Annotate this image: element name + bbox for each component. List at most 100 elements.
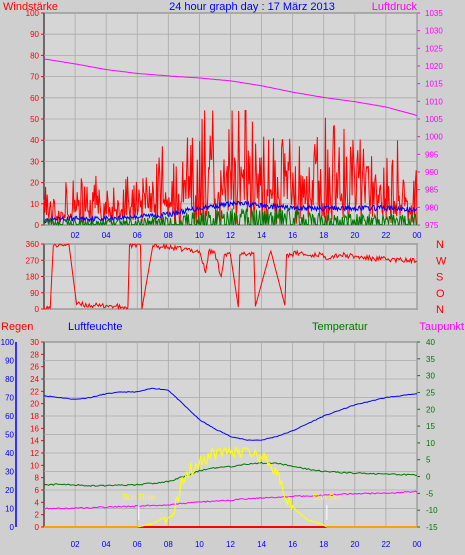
temperature-right-tick-label: 30	[426, 372, 435, 381]
direction-left-tick-label: 360	[26, 240, 40, 249]
wind-direction-series-line	[43, 242, 418, 311]
dewpoint-series-line	[43, 490, 418, 510]
taupunkt-label: Taupunkt	[419, 321, 464, 333]
regen-left-tick-label: 26	[30, 363, 39, 372]
regen-left-tick-label: 28	[30, 350, 39, 359]
pressure-right-tick-label: 1020	[425, 62, 443, 71]
pressure-right-tick-label: 1030	[425, 27, 443, 36]
wind-left-tick-label: 20	[30, 179, 39, 188]
regen-left-tick-label: 0	[35, 523, 40, 532]
humidity-temperature-chart: 0102030405060708090100024681012141618202…	[1, 338, 438, 549]
wind-x-tick-label: 20	[350, 231, 359, 240]
wind-left-tick-label: 10	[30, 200, 39, 209]
wind-x-tick-label: 16	[288, 231, 297, 240]
temperature-right-tick-label: -10	[426, 506, 438, 515]
regen-left-tick-label: 10	[30, 461, 39, 470]
humidity-left-tick-label: 100	[1, 338, 15, 347]
wind-left-tick-label: 30	[30, 157, 39, 166]
wind-speed-series-line	[43, 208, 417, 227]
sun-set-annotation: Sun Set	[313, 493, 342, 502]
temperature-right-tick-label: -5	[426, 489, 434, 498]
wind-x-tick-label: 12	[226, 231, 235, 240]
direction-left-tick-label: 270	[26, 256, 40, 265]
humidity-x-tick-label: 16	[288, 540, 297, 549]
wind-x-tick-label: 14	[257, 231, 266, 240]
pressure-right-tick-label: 1010	[425, 97, 443, 106]
direction-compass-label: N	[436, 304, 444, 316]
humidity-x-tick-label: 18	[319, 540, 328, 549]
temperature-right-tick-label: 15	[426, 422, 435, 431]
wind-avg-series-line	[43, 200, 418, 225]
wind-x-tick-label: 02	[71, 231, 80, 240]
regen-label: Regen	[1, 321, 33, 333]
wind-x-tick-label: 04	[102, 231, 111, 240]
regen-left-tick-label: 14	[30, 437, 39, 446]
direction-left-tick-label: 180	[26, 273, 40, 282]
direction-compass-label: N	[436, 239, 444, 251]
wind-x-tick-label: 10	[195, 231, 204, 240]
regen-left-tick-label: 4	[35, 498, 40, 507]
pressure-right-tick-label: 1015	[425, 80, 443, 89]
pressure-right-tick-label: 985	[425, 186, 439, 195]
regen-left-tick-label: 22	[30, 387, 39, 396]
direction-left-tick-label: 90	[30, 289, 39, 298]
humidity-left-tick-label: 40	[5, 449, 14, 458]
wind-x-tick-label: 18	[319, 231, 328, 240]
humidity-x-tick-label: 12	[226, 540, 235, 549]
wind-x-tick-label: 22	[381, 231, 390, 240]
wind-gust-series-line	[43, 110, 418, 225]
wind-left-tick-label: 80	[30, 51, 39, 60]
regen-left-tick-label: 16	[30, 424, 39, 433]
direction-compass-label: S	[436, 272, 443, 284]
pressure-right-tick-label: 1035	[425, 9, 443, 18]
temperature-right-tick-label: 25	[426, 388, 435, 397]
wind-x-tick-label: 06	[133, 231, 142, 240]
humidity-left-tick-label: 80	[5, 375, 14, 384]
regen-left-tick-label: 30	[30, 338, 39, 347]
humidity-left-tick-label: 10	[5, 505, 14, 514]
regen-left-tick-label: 12	[30, 449, 39, 458]
luftdruck-label: Luftdruck	[372, 1, 418, 13]
temperature-right-tick-label: 40	[426, 338, 435, 347]
pressure-right-tick-label: 1025	[425, 44, 443, 53]
temperature-right-tick-label: 0	[426, 473, 431, 482]
wind-left-tick-label: 50	[30, 115, 39, 124]
wind-x-tick-label: 08	[164, 231, 173, 240]
direction-left-tick-label: 0	[35, 305, 40, 314]
humidity-x-tick-label: 22	[381, 540, 390, 549]
temperature-right-tick-label: 10	[426, 439, 435, 448]
wind-left-tick-label: 40	[30, 136, 39, 145]
humidity-x-tick-label: 00	[413, 540, 422, 549]
humidity-x-tick-label: 08	[164, 540, 173, 549]
pressure-right-tick-label: 995	[425, 150, 439, 159]
wind-x-tick-label: 00	[413, 231, 422, 240]
sun-rise-annotation: Sun Rise	[123, 493, 156, 502]
graph-title: 24 hour graph day : 17 März 2013	[169, 1, 335, 13]
humidity-left-tick-label: 30	[5, 468, 14, 477]
wind-left-tick-label: 0	[35, 221, 40, 230]
humidity-left-tick-label: 20	[5, 486, 14, 495]
pressure-right-tick-label: 980	[425, 203, 439, 212]
wind-left-tick-label: 100	[26, 9, 40, 18]
direction-compass-label: W	[436, 255, 447, 267]
wind-left-tick-label: 70	[30, 73, 39, 82]
humidity-left-tick-label: 90	[5, 357, 14, 366]
pressure-series-line	[43, 58, 418, 116]
pressure-right-tick-label: 1000	[425, 133, 443, 142]
regen-left-tick-label: 8	[35, 474, 40, 483]
temperature-right-tick-label: 5	[426, 456, 431, 465]
luftfeuchte-label: Luftfeuchte	[68, 321, 122, 333]
regen-left-tick-label: 24	[30, 375, 39, 384]
regen-left-tick-label: 18	[30, 412, 39, 421]
temperatur-label: Temperatur	[312, 321, 368, 333]
solar-series-line	[44, 445, 417, 528]
temperature-right-tick-label: 35	[426, 355, 435, 364]
humidity-x-tick-label: 10	[195, 540, 204, 549]
humidity-left-tick-label: 50	[5, 431, 14, 440]
humidity-left-tick-label: 0	[10, 523, 15, 532]
humidity-x-tick-label: 04	[102, 540, 111, 549]
pressure-right-tick-label: 990	[425, 168, 439, 177]
direction-compass-label: O	[436, 288, 445, 300]
